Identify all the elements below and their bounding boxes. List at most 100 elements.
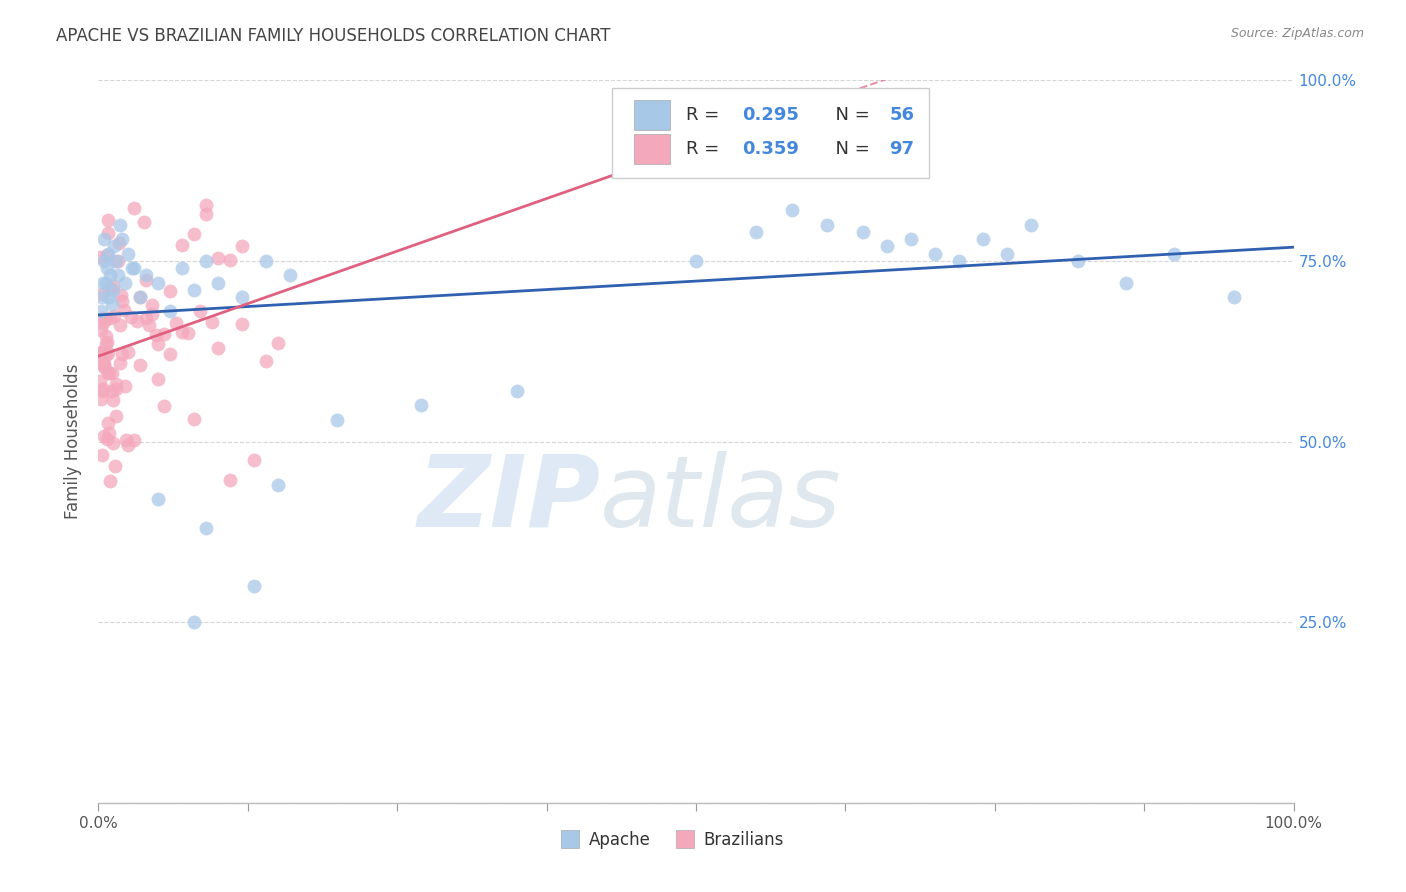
Point: [177, 326, 200, 340]
Point: [117, 437, 139, 451]
Point: [172, 238, 194, 252]
Point: [98, 290, 121, 304]
Point: [96, 334, 118, 349]
Point: [94, 312, 117, 326]
Point: [815, 218, 838, 232]
Point: [97, 416, 120, 430]
Point: [97, 366, 120, 380]
Point: [972, 232, 994, 246]
Bar: [634, 134, 669, 164]
Text: N =: N =: [824, 106, 876, 124]
Point: [132, 215, 155, 229]
Point: [852, 225, 875, 239]
Point: [201, 315, 224, 329]
Point: [207, 252, 229, 266]
Point: [183, 283, 205, 297]
Point: [129, 358, 152, 372]
Point: [91, 276, 114, 290]
Text: APACHE VS BRAZILIAN FAMILY HOUSEHOLDS CORRELATION CHART: APACHE VS BRAZILIAN FAMILY HOUSEHOLDS CO…: [56, 27, 610, 45]
Point: [96, 248, 118, 262]
Point: [153, 399, 176, 413]
Text: 0.295: 0.295: [742, 106, 800, 124]
Point: [98, 366, 121, 380]
Point: [111, 293, 134, 308]
Point: [93, 357, 115, 371]
Point: [103, 310, 125, 324]
Point: [165, 316, 187, 330]
Point: [94, 348, 117, 362]
Point: [231, 317, 253, 331]
Point: [111, 347, 134, 361]
Point: [100, 384, 122, 399]
Point: [105, 253, 128, 268]
Point: [91, 382, 114, 396]
Point: [91, 351, 114, 365]
Point: [120, 310, 142, 324]
Point: [121, 261, 143, 276]
Point: [125, 314, 148, 328]
Point: [138, 318, 160, 332]
Point: [101, 436, 124, 450]
Point: [93, 232, 115, 246]
Point: [114, 378, 136, 392]
Point: [108, 356, 131, 370]
Point: [219, 252, 242, 267]
Point: [108, 218, 131, 232]
Point: [254, 353, 277, 368]
Legend: Apache, Brazilians: Apache, Brazilians: [554, 824, 790, 856]
Point: [93, 253, 115, 268]
Point: [94, 276, 117, 290]
Text: 56: 56: [890, 106, 914, 124]
Point: [101, 279, 124, 293]
FancyBboxPatch shape: [613, 87, 929, 178]
Text: Source: ZipAtlas.com: Source: ZipAtlas.com: [1230, 27, 1364, 40]
Point: [124, 434, 146, 448]
Point: [948, 253, 970, 268]
Point: [172, 325, 194, 339]
Point: [90, 304, 112, 318]
Point: [243, 453, 266, 467]
Point: [876, 239, 898, 253]
Point: [104, 459, 127, 474]
Point: [96, 432, 118, 446]
Point: [90, 344, 112, 359]
Point: [117, 246, 139, 260]
Point: [91, 290, 114, 304]
Point: [91, 310, 114, 325]
Point: [93, 359, 115, 373]
Point: [115, 434, 138, 448]
Point: [231, 290, 253, 304]
Point: [1019, 218, 1042, 232]
Point: [148, 372, 170, 386]
Point: [685, 253, 707, 268]
Point: [780, 203, 803, 218]
Point: [91, 355, 114, 369]
Point: [267, 478, 290, 492]
Point: [1223, 290, 1246, 304]
Point: [108, 318, 131, 333]
Point: [89, 250, 111, 264]
Point: [110, 288, 132, 302]
Point: [97, 212, 120, 227]
Point: [94, 337, 117, 351]
Point: [111, 232, 134, 246]
Y-axis label: Family Households: Family Households: [65, 364, 83, 519]
Point: [195, 253, 218, 268]
Point: [98, 426, 121, 441]
Point: [101, 283, 124, 297]
Point: [117, 344, 139, 359]
Point: [1163, 246, 1185, 260]
Point: [98, 268, 122, 283]
Point: [91, 448, 114, 462]
Text: R =: R =: [686, 106, 725, 124]
Point: [231, 239, 253, 253]
Point: [254, 253, 277, 268]
Point: [411, 398, 433, 412]
Point: [129, 290, 152, 304]
Text: R =: R =: [686, 140, 725, 158]
Point: [90, 323, 112, 337]
Point: [107, 235, 129, 250]
Point: [745, 225, 768, 239]
Point: [195, 521, 218, 535]
Point: [141, 307, 163, 321]
